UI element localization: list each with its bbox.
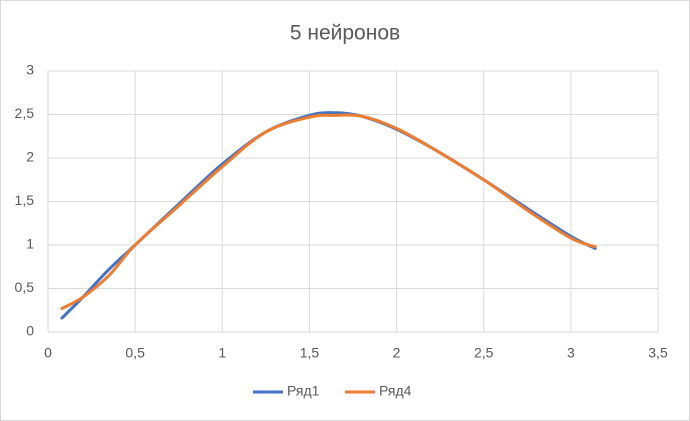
y-tick-label: 1,5 xyxy=(15,192,35,208)
x-tick-label: 3,5 xyxy=(648,345,668,361)
x-tick-label: 1 xyxy=(218,345,226,361)
x-tick-label: 0 xyxy=(44,345,52,361)
y-tick-label: 0,5 xyxy=(15,279,35,295)
y-tick-label: 2 xyxy=(26,149,34,165)
series-line xyxy=(60,113,597,311)
y-tick-label: 3 xyxy=(26,62,34,78)
y-tick-label: 1 xyxy=(26,236,34,252)
legend-label: Ряд4 xyxy=(379,383,412,399)
x-tick-label: 2 xyxy=(393,345,401,361)
y-tick-label: 0 xyxy=(26,323,34,339)
x-tick-label: 2,5 xyxy=(474,345,494,361)
x-tick-label: 3 xyxy=(567,345,575,361)
x-tick-label: 1,5 xyxy=(300,345,320,361)
y-tick-label: 2,5 xyxy=(15,105,35,121)
chart-title: 5 нейронов xyxy=(290,22,400,45)
x-tick-label: 0,5 xyxy=(125,345,145,361)
legend-label: Ряд1 xyxy=(287,383,320,399)
